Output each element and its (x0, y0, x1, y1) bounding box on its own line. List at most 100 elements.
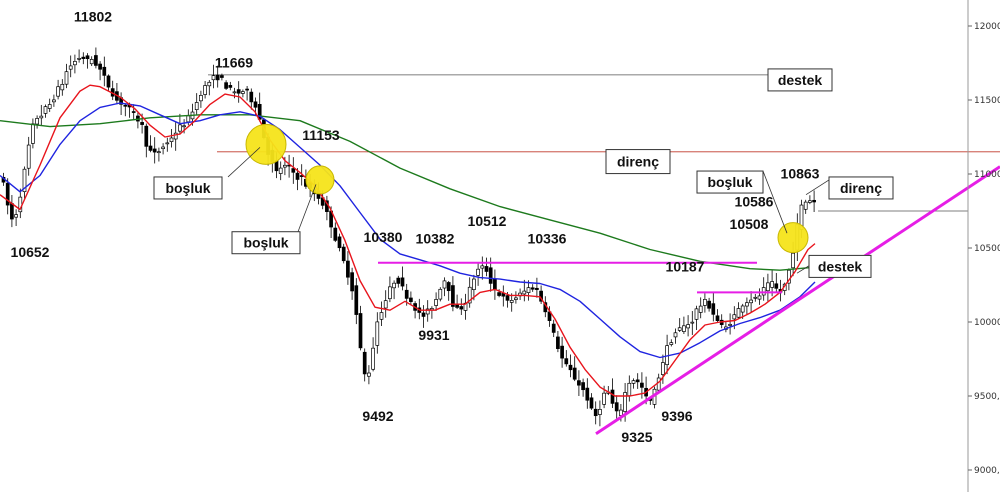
candle-body (526, 287, 531, 293)
ma-fast-line (0, 84, 816, 397)
price-label-7: 10336 (528, 231, 567, 247)
candle-body (358, 313, 363, 349)
pointer-line-0 (227, 147, 261, 178)
candle-body (459, 306, 464, 310)
candle-body (94, 55, 98, 66)
candle-body (392, 282, 396, 289)
candle-body (64, 71, 69, 85)
price-label-4: 10380 (364, 229, 403, 245)
callout-box-3 (231, 231, 301, 255)
candle-body (640, 382, 644, 388)
price-label-2: 11153 (302, 127, 340, 143)
candle-body (367, 372, 371, 377)
candle-body (803, 201, 808, 210)
ma-mid-line (0, 102, 816, 359)
candle-body (354, 285, 359, 315)
candle-body (425, 308, 430, 315)
candle-body (333, 227, 338, 241)
candle-body (228, 85, 233, 88)
candle-body (446, 282, 451, 292)
candle-body (522, 290, 527, 295)
candle-body (497, 292, 501, 296)
candle-body (812, 199, 816, 203)
candle-body (157, 151, 161, 154)
candle-body (808, 200, 812, 203)
candle-body (35, 118, 39, 125)
candle-body (346, 260, 350, 278)
candle-body (102, 66, 107, 76)
candle-body (152, 148, 157, 153)
callout-label-3: boşluk (243, 235, 288, 251)
callout-box-1 (605, 149, 671, 175)
candle-body (535, 287, 539, 290)
callout-box-0 (767, 68, 833, 92)
candle-body (224, 82, 228, 89)
candle-body (182, 125, 186, 128)
candle-body (740, 305, 745, 313)
candle-body (551, 323, 556, 333)
y-tick-label: 12000, (974, 22, 1000, 32)
price-label-10: 9325 (621, 429, 652, 445)
candle-body (207, 81, 212, 87)
trend-line-0 (595, 165, 1000, 435)
candle-body (165, 142, 170, 145)
candle-body (572, 367, 577, 380)
candle-body (761, 287, 766, 296)
candle-body (682, 325, 686, 332)
candle-body (451, 285, 455, 307)
candle-body (89, 58, 94, 65)
candle-body (711, 303, 716, 315)
candle-body (123, 104, 128, 107)
candle-body (362, 351, 367, 375)
candle-body (602, 392, 606, 405)
price-label-1: 11669 (215, 54, 253, 70)
callout-box-4 (696, 170, 764, 194)
candle-body (732, 314, 737, 320)
candle-body (493, 278, 497, 291)
candle-body (404, 289, 409, 299)
candle-body (736, 308, 741, 318)
candle-body (409, 297, 413, 302)
candle-body (488, 267, 493, 284)
candle-body (232, 91, 237, 94)
callout-label-1: direnç (617, 154, 659, 170)
candle-body (173, 132, 178, 140)
candle-body (585, 387, 590, 401)
candle-body (178, 124, 182, 132)
price-label-9: 9492 (362, 408, 393, 424)
candle-body (476, 268, 480, 276)
candle-body (635, 379, 640, 383)
candle-body (388, 286, 392, 300)
candle-body (379, 312, 384, 320)
candle-body (291, 168, 296, 173)
candle-body (278, 167, 283, 174)
price-label-11: 9396 (661, 408, 692, 424)
candle-body (694, 308, 699, 320)
candle-body (371, 347, 375, 370)
candle-body (686, 324, 690, 329)
candle-body (484, 266, 489, 272)
candle-body (581, 382, 585, 391)
candle-body (698, 305, 703, 313)
callout-label-2: boşluk (165, 180, 210, 196)
gap-marker-2 (777, 222, 809, 254)
candle-body (144, 125, 149, 147)
callout-label-5: direnç (840, 180, 882, 196)
candle-body (509, 300, 514, 303)
candle-body (5, 182, 10, 206)
candle-body (375, 321, 380, 346)
candle-body (161, 146, 165, 150)
candle-body (249, 91, 254, 103)
y-tick-label: 9500, (974, 392, 1000, 402)
candle-body (745, 302, 749, 307)
candle-body (283, 164, 287, 168)
candle-body (766, 282, 770, 292)
candle-body (627, 382, 632, 397)
y-tick-label: 11000, (974, 170, 1000, 180)
candle-body (564, 358, 569, 365)
candle-body (241, 91, 245, 94)
candle-body (245, 88, 249, 91)
candle-body (337, 236, 342, 249)
candle-body (26, 144, 31, 169)
callout-pointers (227, 147, 830, 274)
